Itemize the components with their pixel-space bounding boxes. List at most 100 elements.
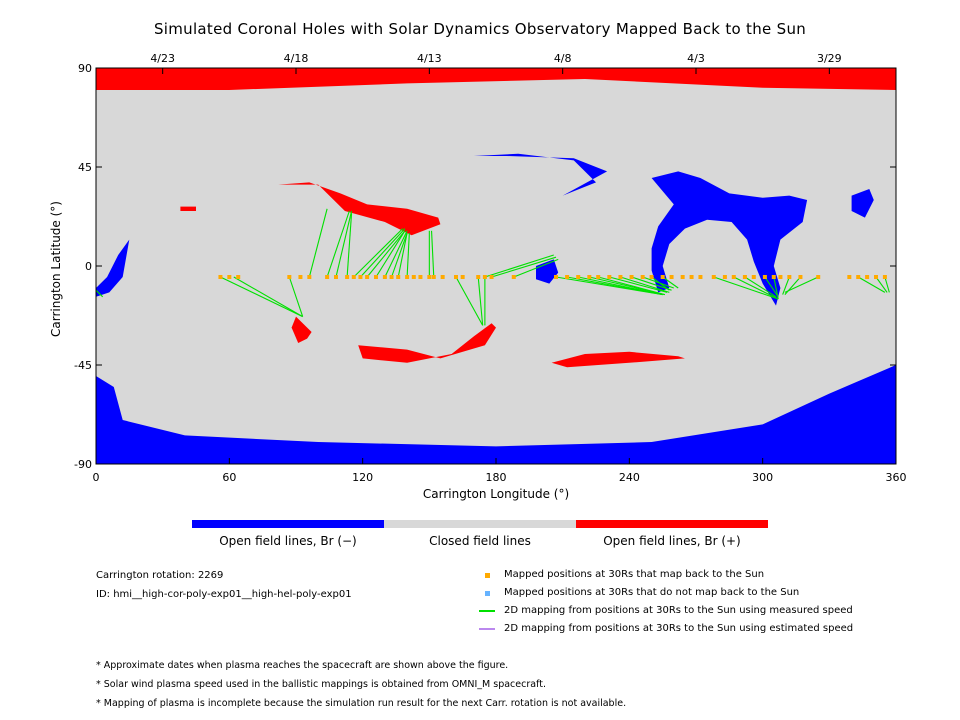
mapped-point <box>389 275 394 279</box>
mapped-point <box>511 275 516 279</box>
closed-field-background <box>96 68 896 464</box>
mapped-point <box>787 275 792 279</box>
mapping-line <box>366 230 406 278</box>
mapping-line <box>764 276 779 298</box>
mapped-point <box>554 275 558 279</box>
mapped-point <box>629 275 634 279</box>
mapped-point <box>454 275 458 279</box>
mapped-point <box>418 275 423 279</box>
x-tick-label: 120 <box>352 471 373 484</box>
mapped-point <box>798 275 803 279</box>
mapped-point <box>427 275 432 279</box>
mapped-point <box>460 275 465 279</box>
mapped-point <box>680 275 685 279</box>
x-tick-label: 240 <box>619 471 640 484</box>
mapped-point <box>440 275 445 279</box>
mapping-line <box>353 228 404 278</box>
legend-item-not-mapped: Mapped positions at 30Rs that do not map… <box>478 584 853 602</box>
mapping-line <box>782 276 790 295</box>
mapping-line <box>360 228 406 278</box>
coronal-hole-positive <box>551 351 685 368</box>
legend-item-mapped: Mapped positions at 30Rs that map back t… <box>478 566 853 584</box>
mapping-line <box>598 276 666 296</box>
mapped-point <box>382 275 387 279</box>
mapped-point <box>640 275 645 279</box>
mapping-line <box>346 213 353 278</box>
mapped-point <box>751 275 756 279</box>
top-date-label: 4/23 <box>150 52 175 65</box>
mapped-point <box>698 275 703 279</box>
colorbar-label-negative: Open field lines, Br (−) <box>219 534 357 548</box>
mapping-line <box>784 276 819 293</box>
x-tick-label: 300 <box>752 471 773 484</box>
x-tick-label: 180 <box>486 471 507 484</box>
orange-square-icon <box>478 569 496 581</box>
colorbar-negative <box>192 520 384 528</box>
mapping-line <box>513 258 559 278</box>
mapped-point <box>227 275 232 279</box>
mapped-point <box>722 275 727 279</box>
y-axis-label: Carrington Latitude (°) <box>49 201 63 337</box>
mapping-line <box>651 276 670 291</box>
mapped-point <box>358 275 363 279</box>
mapped-point <box>374 275 378 279</box>
mapping-line <box>857 276 886 293</box>
colorbar-label-closed: Closed field lines <box>429 534 531 548</box>
x-axis-label: Carrington Longitude (°) <box>422 487 570 501</box>
mapped-point <box>476 275 481 279</box>
mapped-point <box>874 275 878 279</box>
y-tick-label: 0 <box>85 260 92 273</box>
footnote: * Solar wind plasma speed used in the ba… <box>96 679 546 690</box>
mapping-line <box>326 210 350 278</box>
mapped-point <box>778 275 783 279</box>
top-date-label: 4/18 <box>284 52 309 65</box>
mapped-point <box>847 275 852 279</box>
mapping-line <box>491 256 557 278</box>
legend-label: 2D mapping from positions at 30Rs to the… <box>504 623 854 634</box>
mapped-point <box>351 275 356 279</box>
x-tick-label: 60 <box>222 471 236 484</box>
legend-item-estimated: 2D mapping from positions at 30Rs to the… <box>478 620 853 638</box>
mapped-point <box>307 275 312 279</box>
purple-line-icon <box>478 623 496 635</box>
mapped-point <box>405 275 410 279</box>
coronal-hole-negative <box>851 189 874 218</box>
mapped-point <box>576 275 581 279</box>
run-id: ID: hmi__high-cor-poly-exp01__high-hel-p… <box>96 589 352 600</box>
mapped-point <box>345 275 350 279</box>
legend-label: Mapped positions at 30Rs that map back t… <box>504 569 765 580</box>
mapped-point <box>856 275 861 279</box>
mapped-point <box>334 275 338 279</box>
colorbar <box>192 520 768 528</box>
top-date-label: 4/8 <box>554 52 572 65</box>
mapped-point <box>731 275 736 279</box>
mapping-line <box>220 276 303 318</box>
y-tick-label: -45 <box>74 359 92 372</box>
run-info: Carrington rotation: 2269 ID: hmi__high-… <box>96 566 352 604</box>
mapped-point <box>365 275 370 279</box>
footnote: * Approximate dates when plasma reaches … <box>96 660 509 671</box>
mapping-line <box>308 208 328 278</box>
mapped-point <box>669 275 674 279</box>
y-tick-label: 90 <box>78 62 92 75</box>
mapping-line <box>288 276 304 317</box>
mapping-line <box>391 232 408 278</box>
mapped-point <box>325 275 330 279</box>
coronal-hole-positive <box>180 206 196 211</box>
mapping-line <box>744 276 777 298</box>
mapped-point <box>816 275 821 279</box>
coronal-hole-positive <box>278 182 441 236</box>
mapping-line <box>455 276 484 326</box>
mapping-line <box>620 276 670 293</box>
mapped-point <box>596 275 601 279</box>
mapping-line <box>233 276 303 318</box>
mapped-point <box>411 275 416 279</box>
mapped-point <box>489 275 494 279</box>
footnote: * Mapping of plasma is incomplete becaus… <box>96 698 627 709</box>
mapped-point <box>565 275 570 279</box>
mapped-point <box>618 275 623 279</box>
mapping-line <box>95 289 104 298</box>
mapped-point <box>742 275 747 279</box>
chart-title: Simulated Coronal Holes with Solar Dynam… <box>153 20 807 38</box>
